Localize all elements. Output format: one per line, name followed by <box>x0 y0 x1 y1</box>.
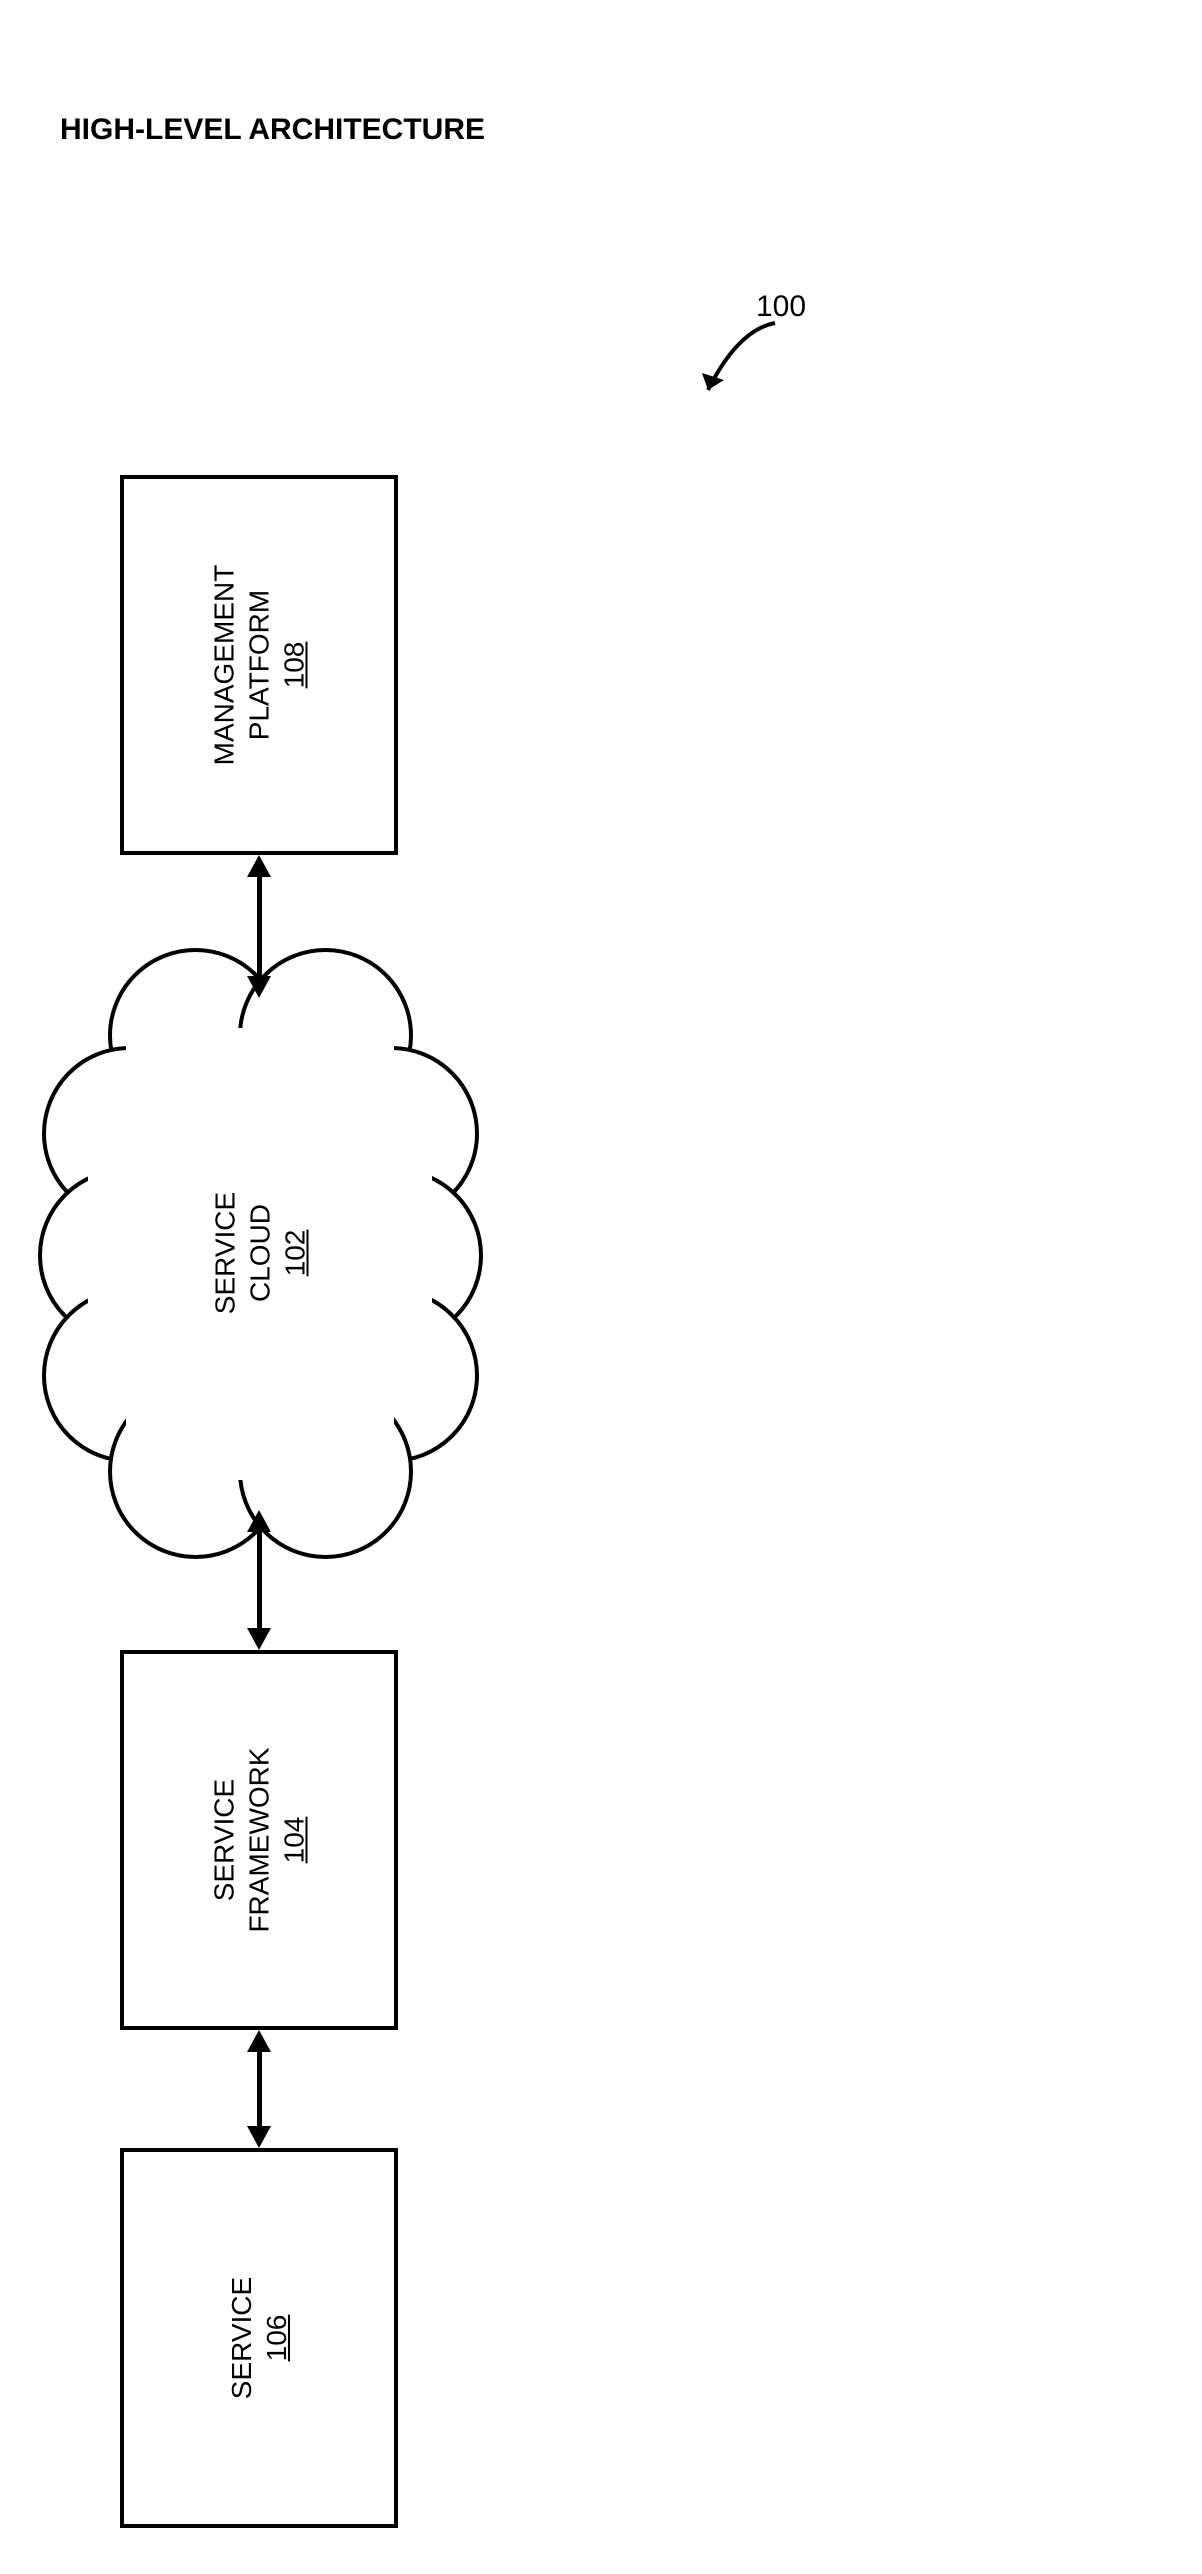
node-management-ref: 108 <box>277 565 312 766</box>
node-management: MANAGEMENT PLATFORM108 <box>120 475 398 855</box>
node-framework: SERVICE FRAMEWORK104 <box>120 1650 398 2030</box>
node-cloud-ref: 102 <box>278 1192 313 1314</box>
node-management-text: MANAGEMENT PLATFORM <box>207 565 277 766</box>
edge-framework-cloud <box>257 1532 262 1628</box>
node-service-ref: 106 <box>259 2277 294 2399</box>
figure-leader-arrow <box>700 318 780 398</box>
node-management-label: MANAGEMENT PLATFORM108 <box>207 565 312 766</box>
edge-cloud-management-arrow-up <box>247 855 271 877</box>
edge-service-framework-arrow-down <box>247 2126 271 2148</box>
node-cloud: SERVICE CLOUD102 <box>70 968 450 1538</box>
diagram-title: HIGH-LEVEL ARCHITECTURE <box>60 113 485 147</box>
edge-framework-cloud-arrow-up <box>247 1510 271 1532</box>
edge-service-framework-arrow-up <box>247 2030 271 2052</box>
node-service-label: SERVICE106 <box>224 2277 294 2399</box>
node-framework-ref: 104 <box>277 1747 312 1932</box>
edge-service-framework <box>257 2052 262 2126</box>
node-service-text: SERVICE <box>224 2277 259 2399</box>
node-framework-text: SERVICE FRAMEWORK <box>207 1747 277 1932</box>
node-cloud-label: SERVICE CLOUD102 <box>208 1192 313 1314</box>
node-cloud-text: SERVICE CLOUD <box>208 1192 278 1314</box>
edge-cloud-management <box>257 877 262 976</box>
edge-cloud-management-arrow-down <box>247 976 271 998</box>
diagram-canvas: HIGH-LEVEL ARCHITECTURE100SERVICE106SERV… <box>0 0 1202 2574</box>
edge-framework-cloud-arrow-down <box>247 1628 271 1650</box>
node-framework-label: SERVICE FRAMEWORK104 <box>207 1747 312 1932</box>
node-service: SERVICE106 <box>120 2148 398 2528</box>
